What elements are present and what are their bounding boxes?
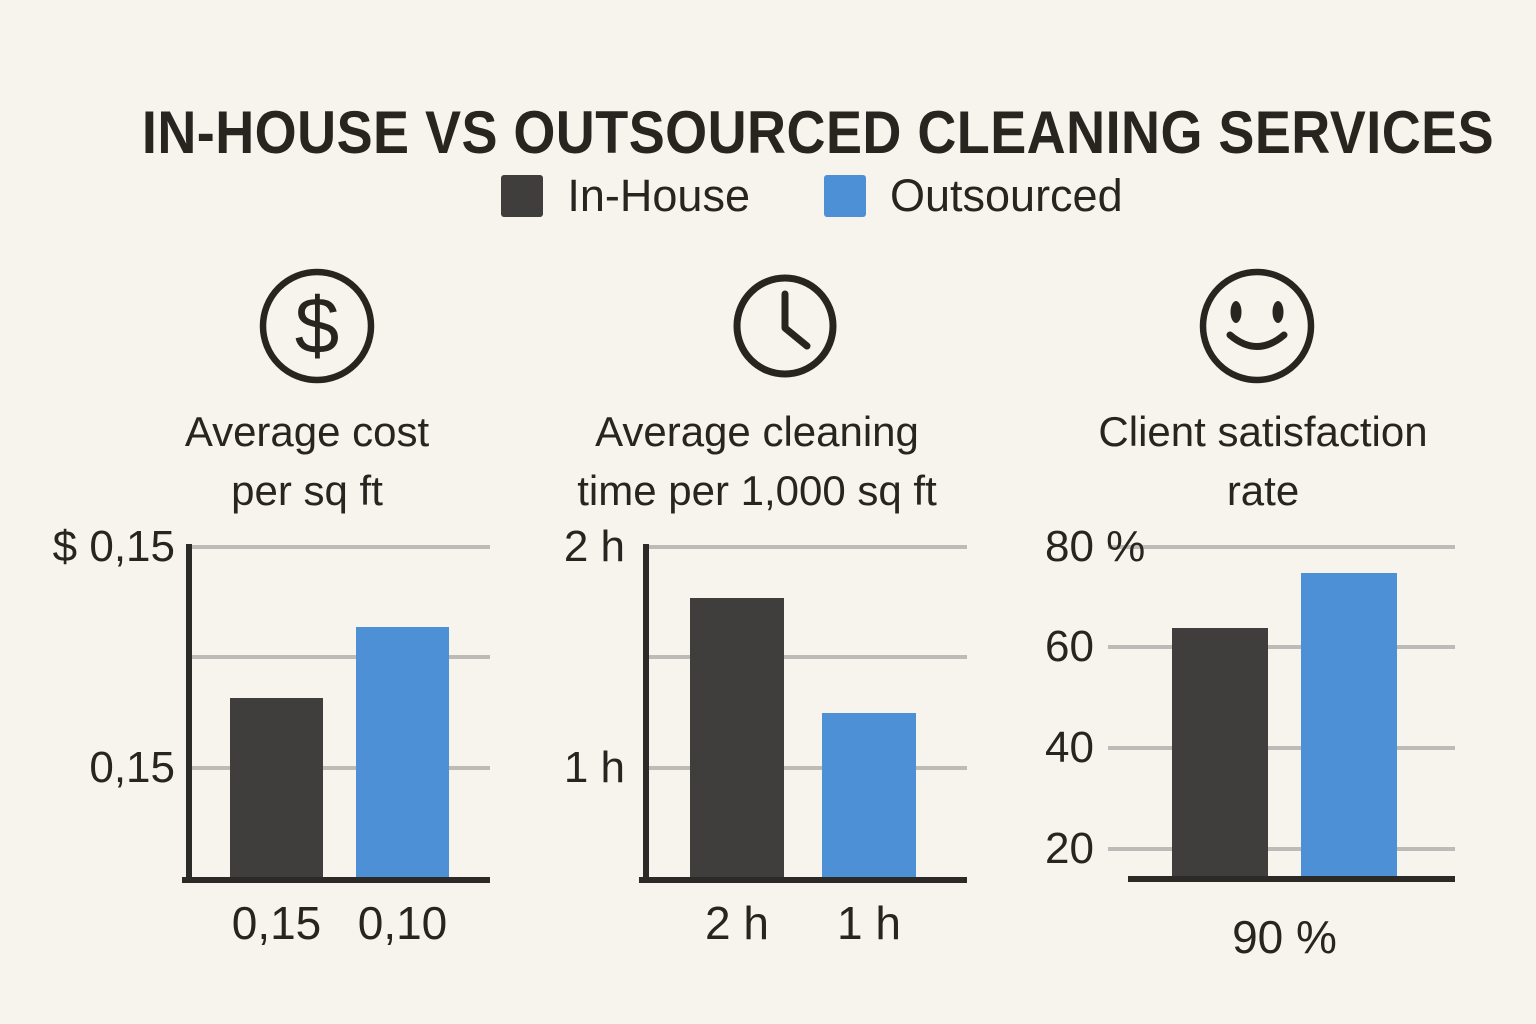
chart-title-line: Average cost [184,408,430,455]
chart-title-line: Average cleaning [595,408,919,455]
gridline [646,654,967,659]
y-axis-line [643,544,649,883]
y-tick-label: 80 % [1045,522,1146,571]
x-tick-label: 1 h [837,897,901,949]
dollar-icon: $ [259,268,375,384]
smiley-icon [1199,268,1315,384]
bar-in-house [690,598,784,880]
outsourced-swatch [823,175,866,217]
chart-title-line: rate [1226,467,1300,514]
x-tick-label: 0,15 [231,897,322,949]
y-tick-label: 60 [1045,621,1094,671]
gridline [1108,847,1455,852]
x-axis-label: 90 % [1232,911,1337,963]
page-title: IN-HOUSE VS OUTSOURCED CLEANING SERVICES [141,99,1495,167]
chart-title-line: per sq ft [231,467,383,514]
x-axis-line [639,877,967,883]
x-axis-line [1128,876,1455,882]
y-tick-label: 20 [1045,824,1094,874]
chart-title-time: Average cleaning time per 1,000 sq ft [517,402,997,520]
y-tick-label: 2 h [563,522,625,571]
gridline [189,654,490,659]
y-tick-label: $ 0,15 [52,522,175,571]
in-house-swatch [501,175,544,217]
chart-title-cost: Average cost per sq ft [67,402,547,520]
legend-label: In-House [567,170,750,221]
chart-title-satisfaction: Client satisfaction rate [1023,402,1503,520]
bar-outsourced [822,713,916,880]
y-tick-label: 0,15 [89,743,175,793]
y-tick-label: 1 h [563,743,625,793]
bar-in-house [1172,628,1268,879]
chart-title-line: time per 1,000 sq ft [577,467,937,514]
bar-in-house [230,698,323,880]
gridline [646,766,967,771]
x-tick-label: 0,10 [357,897,448,949]
gridline [1108,745,1455,750]
legend-label: Outsourced [889,170,1123,221]
bar-outsourced [356,627,449,880]
gridline [189,766,490,771]
gridline [1108,545,1455,549]
chart-title-line: Client satisfaction [1098,408,1428,455]
x-axis-line [182,877,490,883]
dollar-glyph: $ [295,281,340,370]
gridline [189,545,490,549]
y-axis-line [186,544,192,883]
bar-outsourced [1301,573,1397,879]
y-tick-label: 40 [1045,722,1094,772]
clock-icon [733,274,837,378]
legend-item-in-house: In-House [501,170,750,222]
legend-item-outsourced: Outsourced [823,170,1123,222]
gridline [646,545,967,549]
x-tick-label: 2 h [705,897,769,949]
gridline [1108,644,1455,649]
legend: In-House Outsourced [44,170,1536,222]
